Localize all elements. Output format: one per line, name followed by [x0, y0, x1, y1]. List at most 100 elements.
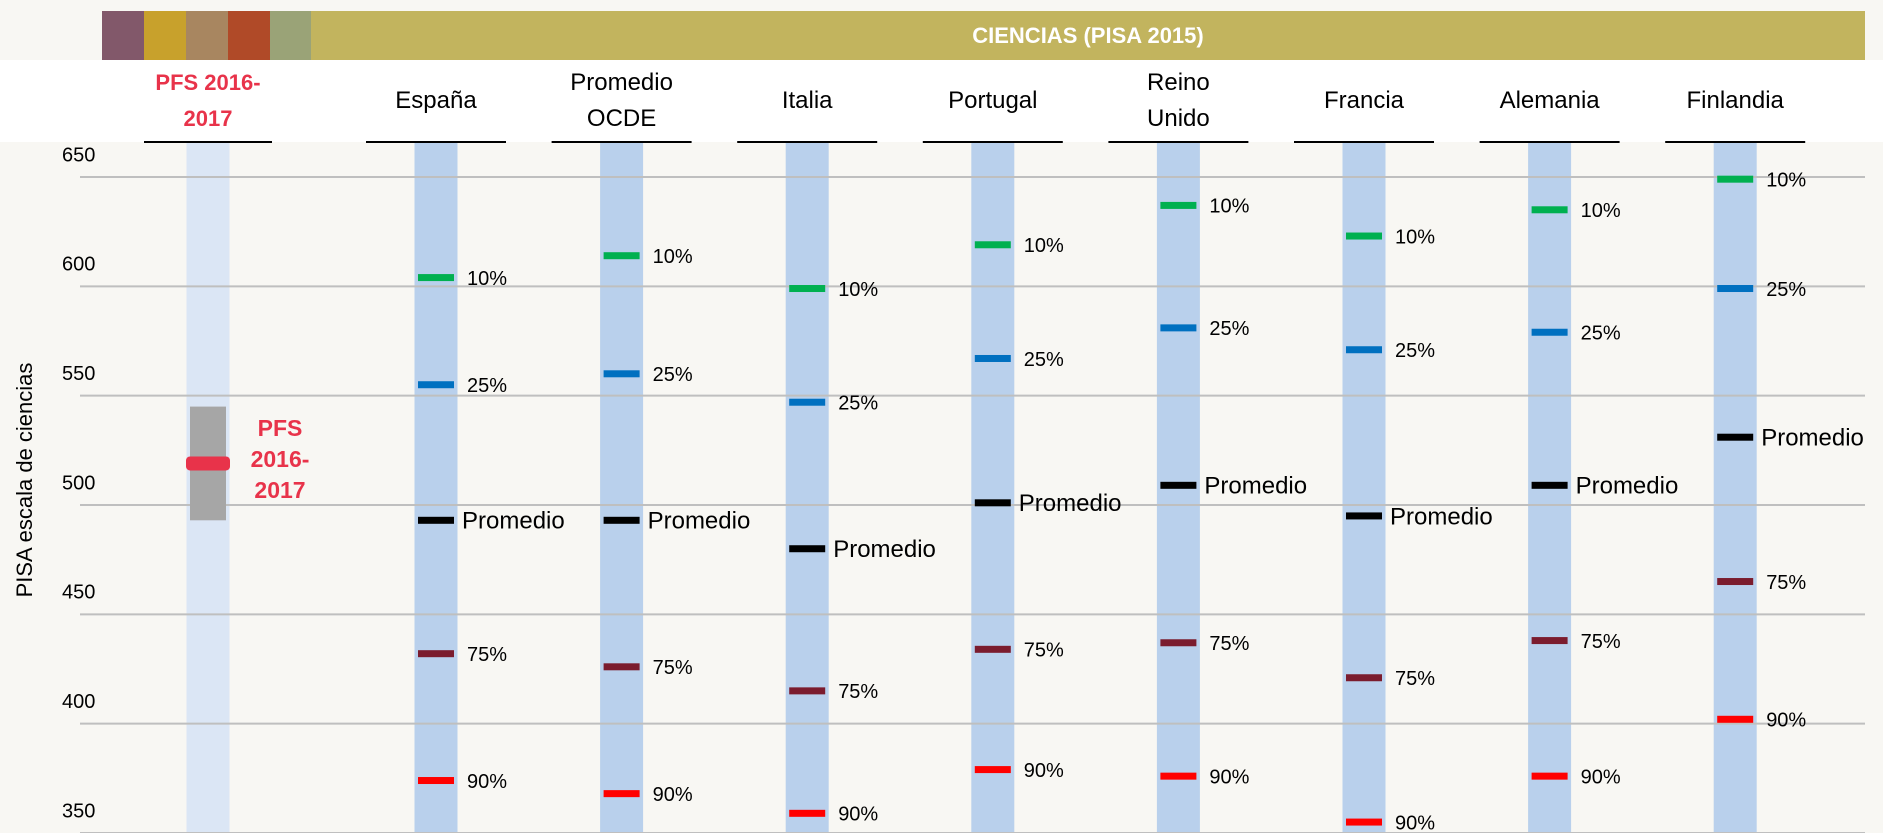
- category-label: Alemania: [1499, 87, 1600, 114]
- column: [971, 142, 1015, 833]
- marker-label: 25%: [1024, 349, 1064, 371]
- percentile-marker: [1160, 639, 1197, 647]
- percentile-marker: [974, 241, 1011, 249]
- marker-label: 90%: [653, 784, 693, 806]
- marker-label: 75%: [1395, 668, 1435, 690]
- header-band: [0, 60, 1883, 142]
- percentile-marker: [1160, 481, 1197, 489]
- marker-label: Promedio: [1576, 473, 1679, 500]
- category-label: Italia: [781, 87, 833, 114]
- percentile-marker: [1346, 818, 1382, 826]
- column: [600, 142, 644, 833]
- marker-label: 25%: [653, 364, 693, 386]
- marker-label: 10%: [1581, 200, 1621, 222]
- header-block: [270, 11, 311, 60]
- percentile-marker: [1346, 232, 1382, 240]
- percentile-marker: [1717, 285, 1754, 293]
- y-tick-label: 450: [62, 582, 95, 604]
- y-tick-label: 600: [62, 254, 95, 276]
- marker-label: 75%: [467, 644, 507, 666]
- percentile-marker: [974, 766, 1011, 774]
- marker-label: 75%: [1581, 631, 1621, 653]
- header-block: [144, 11, 186, 60]
- column: [1713, 142, 1757, 833]
- column: [785, 142, 829, 833]
- marker-label: 25%: [467, 375, 507, 397]
- percentile-marker: [1160, 772, 1197, 780]
- marker-label: 90%: [1395, 812, 1435, 833]
- marker-label: 75%: [653, 657, 693, 679]
- marker-label: 90%: [838, 804, 878, 826]
- percentile-marker: [603, 370, 640, 378]
- header-block: [186, 11, 228, 60]
- marker-label: 25%: [1766, 279, 1806, 301]
- percentile-marker: [1531, 328, 1568, 336]
- y-tick-label: 550: [62, 363, 95, 385]
- percentile-marker: [1346, 346, 1382, 354]
- category-label: Portugal: [948, 87, 1038, 114]
- percentile-marker: [1160, 201, 1197, 209]
- category-label: Finlandia: [1686, 87, 1784, 114]
- pfs-label: PFS 2016-2017: [250, 415, 310, 504]
- marker-label: 90%: [1024, 760, 1064, 782]
- percentile-marker: [1717, 433, 1754, 441]
- percentile-marker: [1531, 772, 1568, 780]
- marker-label: 90%: [1581, 766, 1621, 788]
- marker-label: Promedio: [1204, 473, 1307, 500]
- percentile-marker: [1531, 481, 1568, 489]
- percentile-marker: [789, 285, 826, 293]
- percentile-marker: [1531, 206, 1568, 214]
- category-label: PFS 2016-2017: [155, 70, 261, 131]
- y-tick-label: 400: [62, 691, 95, 713]
- percentile-marker: [1717, 175, 1754, 183]
- marker-label: Promedio: [462, 508, 565, 535]
- category-label: España: [395, 87, 477, 114]
- marker-label: Promedio: [1019, 490, 1122, 517]
- marker-label: 10%: [1395, 226, 1435, 248]
- marker-label: 75%: [838, 681, 878, 703]
- percentile-marker: [974, 645, 1011, 653]
- percentile-marker: [789, 398, 826, 406]
- header-block: [102, 11, 144, 60]
- column: [414, 142, 458, 833]
- percentile-marker: [418, 381, 454, 389]
- y-tick-label: 650: [62, 144, 95, 166]
- header-block: [228, 11, 270, 60]
- marker-label: 90%: [1766, 710, 1806, 732]
- marker-label: 75%: [1024, 640, 1064, 662]
- marker-label: 25%: [838, 392, 878, 414]
- category-label: Francia: [1323, 87, 1405, 114]
- percentile-marker: [603, 663, 640, 671]
- y-tick-label: 350: [62, 800, 95, 822]
- marker-label: Promedio: [1761, 425, 1864, 452]
- percentile-marker: [974, 354, 1011, 362]
- marker-label: 10%: [1024, 235, 1064, 257]
- marker-label: 75%: [1766, 572, 1806, 594]
- marker-label: 90%: [467, 771, 507, 793]
- percentile-marker: [603, 252, 640, 260]
- percentile-marker: [789, 809, 826, 817]
- percentile-marker: [1717, 715, 1754, 723]
- marker-label: Promedio: [1390, 503, 1493, 530]
- percentile-marker: [974, 499, 1011, 507]
- percentile-marker: [418, 274, 454, 282]
- percentile-marker: [1346, 512, 1382, 520]
- marker-label: 10%: [653, 246, 693, 268]
- y-axis-label: PISA escala de ciencias: [12, 363, 37, 598]
- title-bar: [311, 11, 1865, 60]
- marker-label: 25%: [1395, 340, 1435, 362]
- marker-label: Promedio: [833, 536, 936, 563]
- percentile-marker: [1346, 674, 1382, 682]
- marker-label: 90%: [1209, 766, 1249, 788]
- percentile-marker: [789, 687, 826, 695]
- category-label: Reino Unido: [1147, 69, 1210, 132]
- marker-label: Promedio: [648, 508, 751, 535]
- marker-label: 10%: [1766, 169, 1806, 191]
- y-tick-label: 500: [62, 472, 95, 494]
- percentile-marker: [603, 790, 640, 798]
- percentile-marker: [1531, 637, 1568, 645]
- percentile-marker: [603, 516, 640, 524]
- marker-label: 25%: [1581, 323, 1621, 345]
- percentile-marker: [1717, 578, 1754, 586]
